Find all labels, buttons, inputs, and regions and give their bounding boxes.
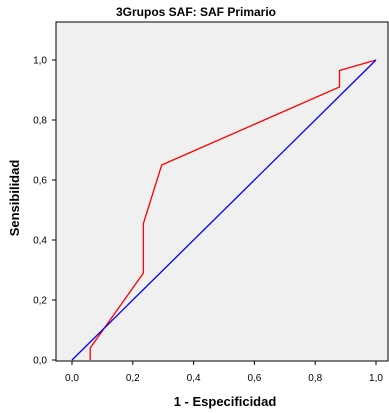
x-tick-label: 0,2 (126, 373, 140, 384)
roc-curve-line (89, 59, 377, 360)
x-axis-title: 1 - Especificidad (174, 394, 277, 409)
chart-title: 3Grupos SAF: SAF Primario (116, 5, 276, 19)
x-tick-label: 0,4 (187, 373, 201, 384)
y-tick-label: 0,0 (33, 356, 47, 367)
x-tick-label: 0,0 (65, 373, 79, 384)
x-tick-label: 0,8 (308, 373, 322, 384)
series-layer (71, 59, 377, 361)
y-tick-label: 1,0 (33, 56, 47, 67)
y-axis-title: Sensibilidad (7, 160, 22, 237)
y-tick-label: 0,6 (33, 176, 47, 187)
y-tick-label: 0,8 (33, 116, 47, 127)
reference-line (71, 59, 377, 361)
x-axis: 0,0 0,2 0,4 0,6 0,8 1,0 (65, 361, 383, 384)
plot-area-background (55, 21, 389, 362)
y-tick-label: 0,2 (33, 296, 47, 307)
x-tick-label: 1,0 (369, 373, 383, 384)
y-tick-label: 0,4 (33, 236, 47, 247)
y-axis: 0,0 0,2 0,4 0,6 0,8 1,0 (33, 56, 56, 367)
x-tick-label: 0,6 (247, 373, 261, 384)
